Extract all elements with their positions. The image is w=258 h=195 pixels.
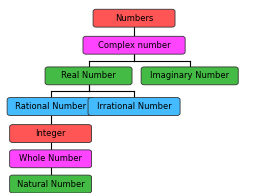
FancyBboxPatch shape	[7, 98, 94, 115]
FancyBboxPatch shape	[10, 150, 92, 168]
Text: Whole Number: Whole Number	[19, 154, 82, 163]
FancyBboxPatch shape	[83, 36, 185, 54]
FancyBboxPatch shape	[88, 98, 180, 115]
Text: Real Number: Real Number	[61, 71, 116, 80]
FancyBboxPatch shape	[141, 67, 238, 85]
Text: Natural Number: Natural Number	[17, 180, 84, 189]
FancyBboxPatch shape	[93, 9, 175, 27]
FancyBboxPatch shape	[45, 67, 132, 85]
Text: Imaginary Number: Imaginary Number	[150, 71, 229, 80]
Text: Numbers: Numbers	[115, 14, 153, 23]
Text: Integer: Integer	[35, 129, 66, 138]
Text: Rational Number: Rational Number	[15, 102, 86, 111]
FancyBboxPatch shape	[10, 125, 92, 143]
FancyBboxPatch shape	[10, 175, 92, 193]
Text: Complex number: Complex number	[98, 41, 170, 50]
Text: Irrational Number: Irrational Number	[97, 102, 171, 111]
